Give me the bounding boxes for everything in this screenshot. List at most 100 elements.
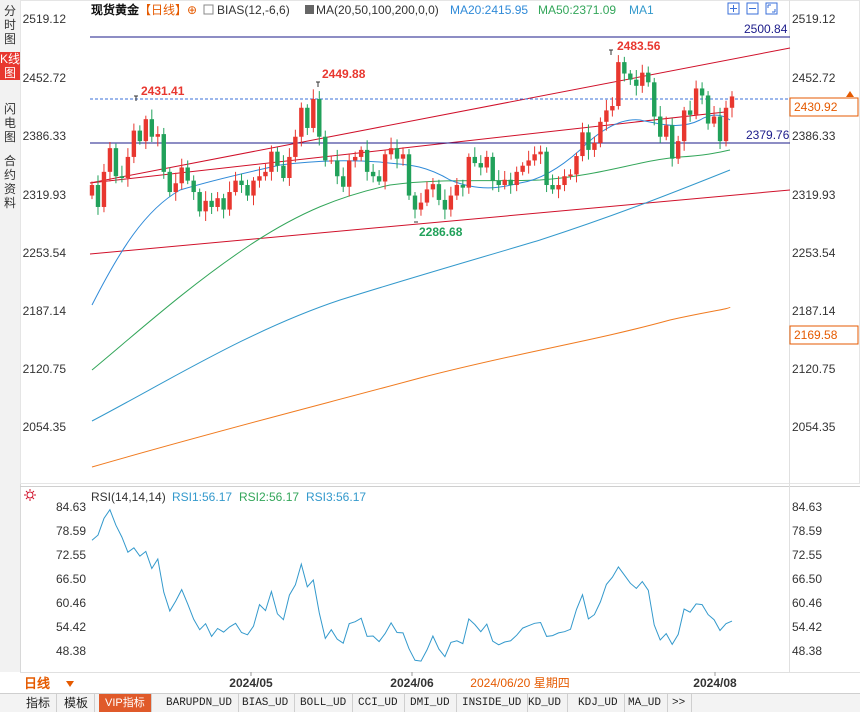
price-tick: 2054.35 xyxy=(23,420,67,434)
candle-up xyxy=(681,110,687,142)
period-dropdown-icon[interactable] xyxy=(66,681,74,687)
tab-templates[interactable]: 模板 xyxy=(58,694,96,712)
tab-contract-info[interactable]: 合约资料 xyxy=(3,154,16,210)
candle-up xyxy=(233,180,238,193)
rsi-tick: 60.46 xyxy=(792,596,822,610)
candle-down xyxy=(705,95,711,124)
candle-down xyxy=(544,151,549,186)
price-tick: 2386.33 xyxy=(792,129,836,143)
current-price-arrow-icon xyxy=(846,91,854,97)
tab-boll[interactable]: BOLL_UD xyxy=(294,694,354,712)
tab-kline[interactable]: K线图 xyxy=(0,52,21,80)
rsi-tick: 72.55 xyxy=(792,548,822,562)
tab-bias[interactable]: BIAS_UD xyxy=(236,694,296,712)
current-price-tag: 2430.92 xyxy=(789,97,859,117)
rsi-settings-icon[interactable] xyxy=(24,489,36,501)
rsi-tick: 66.50 xyxy=(56,572,86,586)
candle-up xyxy=(143,119,149,142)
candle-up xyxy=(358,149,364,157)
period-label: 【日线】 xyxy=(139,3,187,17)
candle-down xyxy=(113,148,119,177)
rsi2-value: RSI2:56.17 xyxy=(239,490,299,504)
x-axis: 2024/05 2024/06 2024/08 2024/06/20 星期四 xyxy=(229,672,737,690)
candle-up xyxy=(179,167,184,184)
price-tick: 2319.93 xyxy=(792,188,836,202)
tab-cci[interactable]: CCI_UD xyxy=(352,694,405,712)
tab-more[interactable]: >> xyxy=(666,694,693,712)
marker-high1 xyxy=(134,95,138,101)
candle-down xyxy=(275,151,280,166)
candle-down xyxy=(245,185,250,196)
candle-up xyxy=(430,184,436,190)
ma100-line xyxy=(91,169,731,422)
candle-up xyxy=(664,125,669,137)
candle-down xyxy=(167,171,172,193)
candle-up xyxy=(604,110,609,122)
candle-up xyxy=(107,148,113,172)
tab-ma[interactable]: MA_UD xyxy=(622,694,669,712)
tab-timeshare[interactable]: 分时图 xyxy=(3,4,16,46)
tab-barupdn[interactable]: BARUPDN_UD xyxy=(160,694,240,712)
candle-down xyxy=(717,116,723,142)
candle-down xyxy=(646,72,651,83)
candle-up xyxy=(562,176,567,186)
indicator-toggle-icon[interactable] xyxy=(203,4,214,15)
rsi-tick: 54.42 xyxy=(792,620,822,634)
candle-up xyxy=(514,171,519,186)
tab-indicators[interactable]: 指标 xyxy=(20,694,58,712)
ma-toggle-icon[interactable] xyxy=(305,5,314,14)
price-tick: 2187.14 xyxy=(23,304,67,318)
cursor-date-label: 2024/06/20 星期四 xyxy=(470,676,569,690)
tab-kd[interactable]: KD_UD xyxy=(522,694,569,712)
candle-up xyxy=(640,72,645,86)
candle-up xyxy=(598,121,603,143)
tab-kdj[interactable]: KDJ_UD xyxy=(572,694,625,712)
candle-up xyxy=(693,88,699,115)
candle-down xyxy=(628,73,633,80)
candle-down xyxy=(185,167,190,181)
candle-down xyxy=(209,200,214,207)
candle-up xyxy=(131,130,137,157)
tab-inside[interactable]: INSIDE_UD xyxy=(456,694,529,712)
bias-label: BIAS(12,-6,6) xyxy=(217,3,290,17)
candle-down xyxy=(652,82,657,117)
rsi-tick: 72.55 xyxy=(56,548,86,562)
period-selector[interactable]: 日线 xyxy=(20,676,55,692)
candle-down xyxy=(119,176,125,178)
settings-icon[interactable]: ⊕ xyxy=(187,3,197,17)
indicator-tabs-bar: 指标 模板 VIP指标 BARUPDN_UD BIAS_UD BOLL_UD C… xyxy=(0,693,860,712)
candle-up xyxy=(89,185,95,196)
price-tick: 2452.72 xyxy=(23,71,67,85)
rsi-axis-left: 84.63 78.59 72.55 66.50 60.46 54.42 48.3… xyxy=(56,500,86,658)
support-value: 2379.76 xyxy=(746,128,790,142)
candle-down xyxy=(550,185,555,190)
candle-up xyxy=(215,198,220,207)
candle-up xyxy=(352,156,358,161)
zoom-in-icon[interactable] xyxy=(727,2,740,15)
price-tick: 2519.12 xyxy=(23,12,67,26)
chart-area: 现货黄金 【日线】 ⊕ BIAS(12,-6,6) MA(20,50,100,2… xyxy=(20,0,860,690)
candle-up xyxy=(101,171,107,207)
x-tick: 2024/08 xyxy=(693,676,737,690)
zoom-out-icon[interactable] xyxy=(746,2,759,15)
rsi-label: RSI(14,14,14) xyxy=(91,490,166,504)
high3-label: 2483.56 xyxy=(617,39,661,53)
candle-down xyxy=(406,154,412,196)
price-tick: 2253.54 xyxy=(23,246,67,260)
candle-up xyxy=(257,176,262,181)
symbol-name: 现货黄金 xyxy=(91,2,140,17)
candle-up xyxy=(346,160,352,187)
fullscreen-icon[interactable] xyxy=(765,2,778,15)
candle-up xyxy=(263,171,268,177)
candle-up xyxy=(251,180,256,196)
tab-dmi[interactable]: DMI_UD xyxy=(404,694,457,712)
tab-vip-indicators[interactable]: VIP指标 xyxy=(99,694,152,712)
price-tick: 2452.72 xyxy=(792,71,836,85)
candle-down xyxy=(658,116,663,137)
candle-down xyxy=(394,148,400,159)
candle-down xyxy=(472,156,478,164)
svg-text:2430.92: 2430.92 xyxy=(794,100,838,114)
rsi-tick: 54.42 xyxy=(56,620,86,634)
candle-down xyxy=(191,180,196,193)
tab-flash-chart[interactable]: 闪电图 xyxy=(3,102,16,144)
